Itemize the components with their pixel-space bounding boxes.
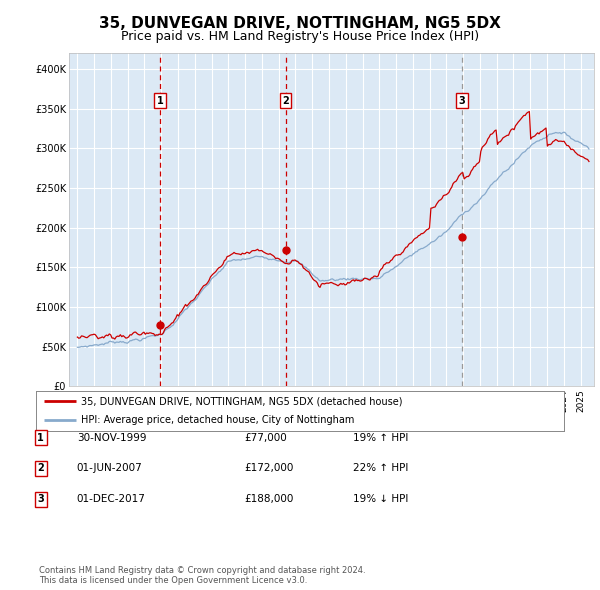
Text: 2: 2 (282, 96, 289, 106)
Text: 2: 2 (37, 464, 44, 473)
Text: £77,000: £77,000 (245, 433, 287, 442)
Text: £188,000: £188,000 (245, 494, 294, 504)
Text: 22% ↑ HPI: 22% ↑ HPI (353, 464, 408, 473)
Text: Contains HM Land Registry data © Crown copyright and database right 2024.
This d: Contains HM Land Registry data © Crown c… (39, 566, 365, 585)
Text: 19% ↓ HPI: 19% ↓ HPI (353, 494, 408, 504)
Text: Price paid vs. HM Land Registry's House Price Index (HPI): Price paid vs. HM Land Registry's House … (121, 30, 479, 43)
Text: £172,000: £172,000 (245, 464, 294, 473)
Text: 3: 3 (37, 494, 44, 504)
Text: 35, DUNVEGAN DRIVE, NOTTINGHAM, NG5 5DX: 35, DUNVEGAN DRIVE, NOTTINGHAM, NG5 5DX (99, 16, 501, 31)
Text: 01-DEC-2017: 01-DEC-2017 (77, 494, 146, 504)
Text: 3: 3 (458, 96, 465, 106)
Text: 35, DUNVEGAN DRIVE, NOTTINGHAM, NG5 5DX (detached house): 35, DUNVEGAN DRIVE, NOTTINGHAM, NG5 5DX … (81, 396, 403, 407)
Text: 19% ↑ HPI: 19% ↑ HPI (353, 433, 408, 442)
Text: 01-JUN-2007: 01-JUN-2007 (77, 464, 143, 473)
Text: 1: 1 (37, 433, 44, 442)
Text: 1: 1 (157, 96, 163, 106)
Text: HPI: Average price, detached house, City of Nottingham: HPI: Average price, detached house, City… (81, 415, 354, 425)
Text: 30-NOV-1999: 30-NOV-1999 (77, 433, 146, 442)
